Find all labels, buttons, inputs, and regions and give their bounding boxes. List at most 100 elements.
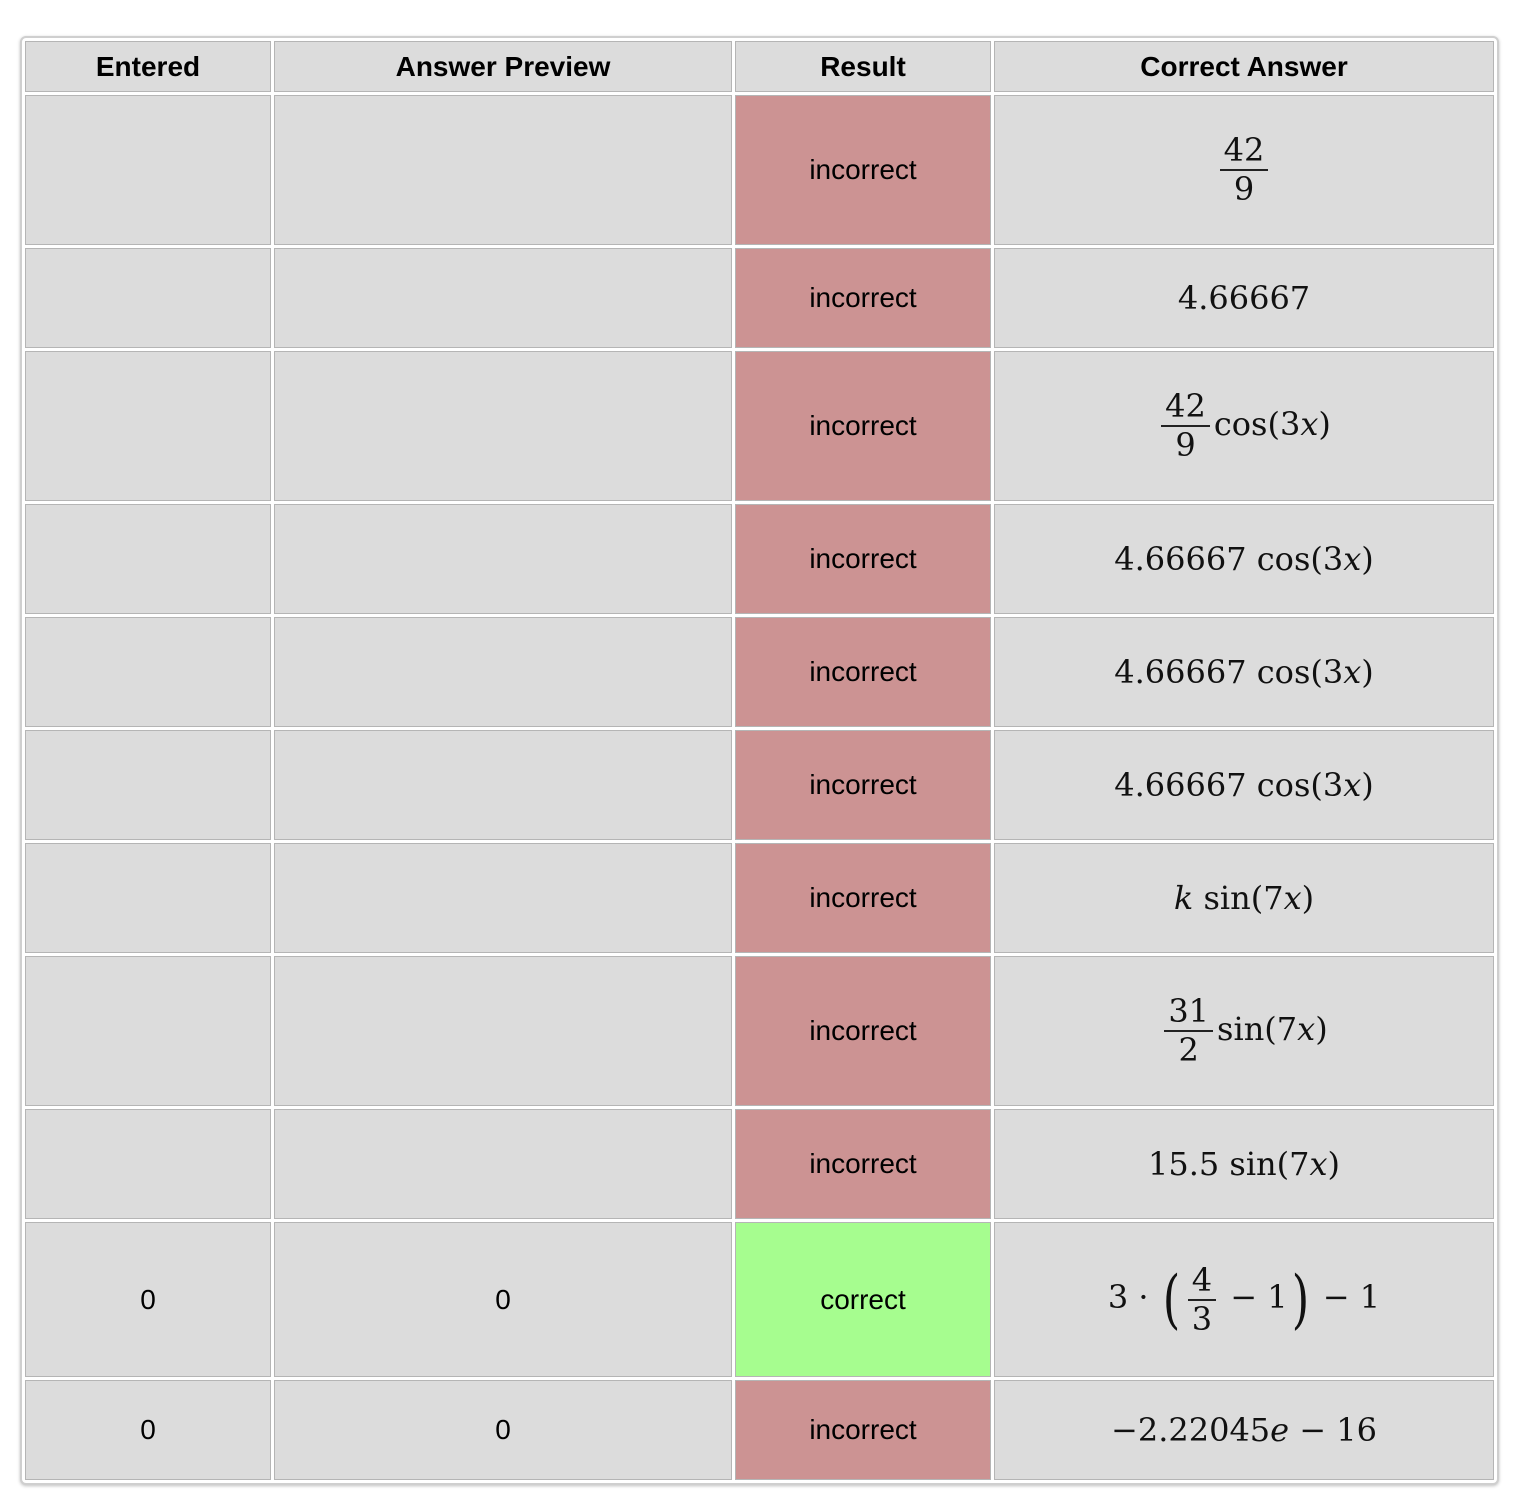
entered-cell: 0: [25, 1380, 271, 1480]
table-row: incorrect 15.5 sin(7x): [25, 1109, 1494, 1219]
answer-preview-cell: [274, 843, 732, 953]
math-text: 3 ·: [1107, 1278, 1159, 1316]
answer-preview-cell: [274, 351, 732, 501]
correct-answer-cell: 4.66667: [994, 248, 1494, 348]
answer-preview-cell: [274, 248, 732, 348]
table-row: incorrect 4.66667 cos(3x): [25, 504, 1494, 614]
math-expression: 4.66667 cos(3x): [1114, 540, 1373, 578]
math-expression: k sin(7x): [1174, 879, 1314, 917]
correct-answer-cell: k sin(7x): [994, 843, 1494, 953]
fraction-numerator: 4: [1191, 1260, 1213, 1299]
result-cell: incorrect: [735, 843, 991, 953]
math-expression: 31 2 sin(7x): [1160, 993, 1328, 1068]
table-row: incorrect 4.66667 cos(3x): [25, 617, 1494, 727]
fraction-numerator: 31: [1168, 992, 1210, 1031]
entered-cell: [25, 95, 271, 245]
table-row: 0 0 correct 3 · (4 3 − 1) − 1: [25, 1222, 1494, 1377]
math-text: − 1: [1220, 1278, 1288, 1316]
math-text: ): [1361, 653, 1374, 691]
math-text: cos(3: [1213, 404, 1301, 443]
fraction-denominator: 9: [1219, 169, 1269, 208]
header-row: Entered Answer Preview Result Correct An…: [25, 41, 1494, 92]
result-cell: incorrect: [735, 1109, 991, 1219]
math-variable: x: [1343, 766, 1362, 804]
math-text: ): [1327, 1145, 1341, 1183]
results-body: incorrect 42 9 incorrect 4.66667 incorrect 42 9…: [25, 95, 1494, 1480]
table-row: incorrect k sin(7x): [25, 843, 1494, 953]
entered-cell: [25, 617, 271, 727]
table-row: incorrect 4.66667: [25, 248, 1494, 348]
entered-cell: 0: [25, 1222, 271, 1377]
math-variable: k: [1173, 879, 1194, 917]
math-text: −2.22045: [1111, 1411, 1271, 1449]
entered-cell: [25, 504, 271, 614]
math-expression: 4.66667 cos(3x): [1114, 766, 1373, 804]
math-expression: 42 9: [1216, 132, 1273, 207]
math-text: 4.66667 cos(3: [1114, 540, 1344, 578]
fraction-denominator: 3: [1187, 1298, 1217, 1338]
math-text: ): [1361, 766, 1374, 804]
entered-cell: [25, 1109, 271, 1219]
math-text: 4.66667 cos(3: [1114, 653, 1344, 691]
math-variable: e: [1270, 1411, 1290, 1449]
result-cell: incorrect: [735, 730, 991, 840]
table-row: incorrect 4.66667 cos(3x): [25, 730, 1494, 840]
answer-preview-cell: 0: [274, 1380, 732, 1480]
math-expression: 42 9 cos(3x): [1157, 388, 1331, 463]
open-paren: (: [1162, 1262, 1180, 1337]
math-expression: 4.66667 cos(3x): [1114, 653, 1373, 691]
header-entered: Entered: [25, 41, 271, 92]
header-result: Result: [735, 41, 991, 92]
answer-preview-cell: [274, 730, 732, 840]
result-cell: incorrect: [735, 351, 991, 501]
math-text: sin(7: [1193, 879, 1284, 917]
correct-answer-cell: 31 2 sin(7x): [994, 956, 1494, 1106]
entered-cell: [25, 248, 271, 348]
math-text: − 1: [1312, 1278, 1381, 1316]
math-variable: x: [1300, 404, 1319, 443]
header-answer-preview: Answer Preview: [274, 41, 732, 92]
correct-answer-cell: 4.66667 cos(3x): [994, 730, 1494, 840]
correct-answer-cell: 15.5 sin(7x): [994, 1109, 1494, 1219]
correct-answer-cell: 42 9 cos(3x): [994, 351, 1494, 501]
answer-preview-cell: [274, 617, 732, 727]
correct-answer-cell: 3 · (4 3 − 1) − 1: [994, 1222, 1494, 1377]
fraction: 31 2: [1164, 992, 1214, 1069]
result-cell: incorrect: [735, 956, 991, 1106]
fraction: 42 9: [1161, 388, 1210, 464]
fraction-numerator: 42: [1165, 387, 1206, 426]
result-cell: incorrect: [735, 617, 991, 727]
math-text: ): [1318, 404, 1331, 443]
math-text: ): [1315, 1009, 1328, 1048]
answer-preview-cell: 0: [274, 1222, 732, 1377]
table-row: incorrect 42 9 cos(3x): [25, 351, 1494, 501]
entered-cell: [25, 956, 271, 1106]
fraction: 42 9: [1219, 132, 1269, 208]
attempt-results-table: Entered Answer Preview Result Correct An…: [20, 36, 1499, 1485]
correct-answer-cell: −2.22045e − 16: [994, 1380, 1494, 1480]
close-paren: ): [1291, 1262, 1309, 1337]
correct-answer-cell: 4.66667 cos(3x): [994, 504, 1494, 614]
entered-cell: [25, 843, 271, 953]
table-row: 0 0 incorrect −2.22045e − 16: [25, 1380, 1494, 1480]
answer-preview-cell: [274, 956, 732, 1106]
result-cell: incorrect: [735, 95, 991, 245]
math-text: 4.66667 cos(3: [1114, 766, 1344, 804]
math-expression: 15.5 sin(7x): [1148, 1145, 1340, 1183]
math-variable: x: [1297, 1009, 1316, 1048]
math-text: 4.66667: [1177, 279, 1311, 317]
table-row: incorrect 42 9: [25, 95, 1494, 245]
fraction-denominator: 9: [1161, 425, 1210, 464]
math-text: ): [1361, 540, 1374, 578]
math-variable: x: [1343, 540, 1362, 578]
table-row: incorrect 31 2 sin(7x): [25, 956, 1494, 1106]
math-text: − 16: [1289, 1411, 1377, 1449]
answer-preview-cell: [274, 504, 732, 614]
correct-answer-cell: 42 9: [994, 95, 1494, 245]
entered-cell: [25, 730, 271, 840]
entered-cell: [25, 351, 271, 501]
math-expression: 4.66667: [1178, 279, 1310, 317]
math-variable: x: [1283, 879, 1302, 917]
answer-preview-cell: [274, 95, 732, 245]
